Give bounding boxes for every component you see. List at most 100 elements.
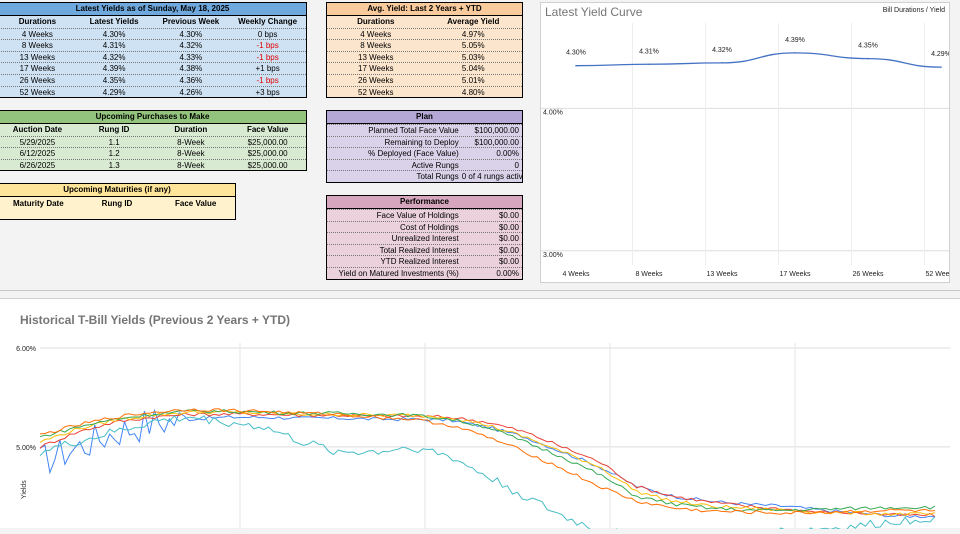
curve-y-tick: 3.00%: [543, 252, 563, 259]
column-header: Durations: [18, 17, 57, 26]
table-row: Total Rungs 0 of 4 rungs active: [327, 170, 522, 182]
table-cell: +1 bps: [255, 64, 280, 74]
table-cell: 5.01%: [461, 75, 485, 85]
curve-x-tick: 26 Weeks: [853, 271, 884, 278]
latest-yield-curve-card: Latest Yield Curve Bill Durations / Yiel…: [540, 2, 957, 283]
column-header: Face Value: [175, 199, 217, 208]
table-cell: Total Realized Interest: [379, 245, 459, 255]
historical-series-line: [39, 410, 936, 517]
table-row: 6/12/2025 1.2 8-Week $25,000.00: [0, 147, 306, 159]
table-cell: $0.00: [498, 245, 519, 255]
column-header: Average Yield: [447, 17, 500, 26]
table-cell: Cost of Holdings: [400, 222, 459, 232]
table-cell: 4.29%: [102, 87, 126, 97]
table-row: % Deployed (Face Value) 0.00%: [327, 147, 522, 159]
table-cell: % Deployed (Face Value): [368, 149, 459, 159]
table-cell: $25,000.00: [247, 149, 288, 159]
table-cell: 0 bps: [257, 29, 278, 39]
column-header: Durations: [357, 17, 395, 26]
upcoming-purchases-body: 5/29/2025 1.1 8-Week $25,000.00 6/12/2025 1.2…: [0, 135, 306, 171]
column-header: Weekly Change: [238, 17, 298, 26]
table-cell: 5.05%: [461, 41, 485, 51]
table-cell: YTD Realized Interest: [380, 257, 459, 267]
curve-point: [794, 52, 796, 54]
curve-legend: Bill Durations / Yield: [883, 7, 945, 14]
table-row: 17 Weeks 4.39% 4.38% +1 bps: [0, 62, 306, 74]
curve-x-tick: 8 Weeks: [635, 271, 663, 278]
latest-yields-title: Latest Yields as of Sunday, May 18, 2025: [0, 3, 306, 16]
table-cell: +3 bps: [255, 87, 280, 97]
table-row: Total Realized Interest $0.00: [327, 243, 522, 256]
upcoming-maturities-table: Upcoming Maturities (if any) Maturity Da…: [0, 183, 236, 220]
latest-yields-body: 4 Weeks 4.30% 4.30% 0 bps 8 Weeks 4.31% 4.32% -…: [0, 27, 306, 98]
table-cell: 4.30%: [179, 29, 203, 39]
table-cell: 13 Weeks: [358, 52, 394, 62]
plan-table: Plan Planned Total Face Value $100,000.00…: [326, 110, 523, 183]
table-cell: 5.03%: [461, 52, 485, 62]
table-row: Unrealized Interest $0.00: [327, 232, 522, 244]
table-cell: $0.00: [498, 222, 519, 232]
table-row: 6/26/2025 1.3 8-Week $25,000.00: [0, 158, 306, 171]
column-header: Latest Yields: [89, 17, 139, 26]
table-cell: 1.3: [108, 160, 120, 170]
avg-yield-body: 4 Weeks 4.97% 8 Weeks 5.05% 13 Weeks 5.03% 17 …: [327, 27, 522, 98]
table-cell: $0.00: [498, 234, 519, 244]
table-cell: Remaining to Deploy: [384, 137, 459, 147]
table-row: YTD Realized Interest $0.00: [327, 255, 522, 267]
table-row: 13 Weeks 4.32% 4.33% -1 bps: [0, 50, 306, 63]
table-row: Active Rungs 0: [327, 158, 522, 171]
table-cell: 4 Weeks: [21, 29, 53, 39]
table-row: 4 Weeks 4.97%: [327, 27, 522, 40]
curve-x-tick: 17 Weeks: [780, 271, 811, 278]
table-cell: 52 Weeks: [358, 87, 394, 97]
curve-data-label: 4.35%: [858, 43, 878, 50]
column-header: Previous Week: [162, 17, 220, 26]
column-header: Rung ID: [101, 199, 133, 208]
historical-title: Historical T-Bill Yields (Previous 2 Yea…: [20, 313, 290, 327]
curve-data-label: 4.30%: [566, 50, 586, 57]
curve-x-tick: 13 Weeks: [707, 271, 738, 278]
table-cell: 17 Weeks: [358, 64, 394, 74]
table-cell: 4.33%: [179, 52, 203, 62]
curve-point: [721, 62, 723, 64]
curve-point: [575, 64, 577, 67]
table-cell: $25,000.00: [247, 137, 288, 147]
avg-yield-title: Avg. Yield: Last 2 Years + YTD: [327, 3, 522, 16]
table-cell: 4.35%: [102, 75, 126, 85]
table-row: Face Value of Holdings $0.00: [327, 209, 522, 221]
table-cell: Unrealized Interest: [391, 234, 459, 244]
performance-title: Performance: [327, 196, 522, 209]
latest-yields-table: Latest Yields as of Sunday, May 18, 2025…: [0, 2, 307, 99]
table-row: 17 Weeks 5.04%: [327, 62, 522, 74]
section-divider: [0, 290, 960, 291]
column-header: Face Value: [246, 125, 289, 134]
column-header: Auction Date: [12, 125, 63, 134]
table-cell: 5.04%: [461, 64, 485, 74]
table-row: 5/29/2025 1.1 8-Week $25,000.00: [0, 135, 306, 148]
table-cell: 4.97%: [461, 29, 485, 39]
upcoming-purchases-header: Auction Date Rung ID Duration Face Value: [0, 124, 306, 136]
table-cell: -1 bps: [256, 52, 279, 62]
curve-point: [648, 63, 650, 66]
historical-series-line: [39, 412, 936, 517]
table-cell: -1 bps: [256, 75, 279, 85]
table-row: 8 Weeks 5.05%: [327, 39, 522, 51]
table-cell: 4.38%: [179, 64, 203, 74]
column-header: Maturity Date: [12, 199, 64, 208]
curve-y-tick: 4.00%: [543, 109, 563, 116]
curve-point: [940, 66, 942, 68]
table-cell: 0 of 4 rungs active: [461, 172, 522, 182]
curve-point: [867, 57, 869, 60]
table-cell: 4 Weeks: [360, 29, 392, 39]
table-cell: 17 Weeks: [19, 64, 56, 74]
curve-data-label: 4.29%: [931, 51, 949, 58]
table-cell: 8 Weeks: [360, 41, 392, 51]
historical-ylabel: Yields: [21, 480, 28, 499]
table-row: Yield on Matured Investments (%) 0.00%: [327, 266, 522, 279]
table-cell: $25,000.00: [247, 160, 288, 170]
table-cell: 26 Weeks: [19, 75, 56, 85]
table-cell: 1.2: [108, 149, 120, 159]
table-cell: 4.32%: [179, 41, 203, 51]
table-row: 13 Weeks 5.03%: [327, 50, 522, 63]
historical-yields-chart: Historical T-Bill Yields (Previous 2 Yea…: [16, 313, 950, 534]
